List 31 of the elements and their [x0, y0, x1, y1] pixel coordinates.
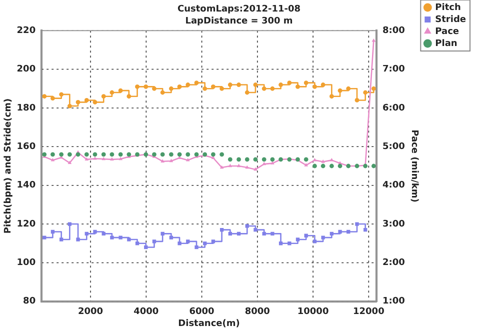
y-tick-label: 80: [23, 296, 36, 307]
chart-title: CustomLaps:2012-11-08: [177, 4, 301, 15]
legend-label: Pitch: [435, 2, 461, 13]
x-tick-label: 8000: [244, 307, 270, 318]
y2-tick-label: 1:00: [382, 296, 405, 307]
y2-axis-title: Pace (min/km): [408, 130, 419, 202]
y-tick-label: 140: [16, 180, 36, 191]
y2-tick-label: 7:00: [382, 64, 405, 75]
y-tick-label: 120: [16, 219, 36, 230]
x-tick-label: 12000: [353, 307, 384, 318]
y-tick-label: 220: [16, 26, 36, 36]
y2-tick-label: 2:00: [382, 258, 405, 268]
y-axis-title: Pitch(bpm) and Stride(cm): [4, 98, 14, 234]
x-tick-label: 2000: [78, 307, 104, 318]
y2-tick-label: 5:00: [382, 142, 405, 152]
x-axis-title: Distance(m): [178, 318, 240, 329]
y-tick-label: 200: [16, 64, 36, 75]
y2-tick-label: 4:00: [382, 180, 405, 191]
y2-tick-label: 6:00: [382, 103, 405, 114]
x-tick-label: 10000: [297, 307, 329, 318]
y-tick-label: 180: [16, 103, 36, 114]
y-tick-label: 160: [16, 142, 36, 152]
legend-label: Pace: [435, 26, 460, 37]
x-tick-label: 6000: [189, 307, 214, 318]
y-tick-label: 100: [16, 258, 36, 268]
x-tick-label: 4000: [134, 307, 159, 318]
y2-tick-label: 3:00: [382, 219, 405, 230]
chart-subtitle: LapDistance = 300 m: [185, 16, 293, 27]
legend-label: Plan: [435, 38, 458, 49]
y2-tick-label: 8:00: [382, 26, 405, 36]
legend-label: Stride: [435, 14, 466, 25]
